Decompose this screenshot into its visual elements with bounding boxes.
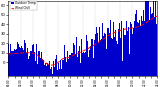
Legend: Outdoor Temp, Wind Chill: Outdoor Temp, Wind Chill xyxy=(10,1,37,10)
